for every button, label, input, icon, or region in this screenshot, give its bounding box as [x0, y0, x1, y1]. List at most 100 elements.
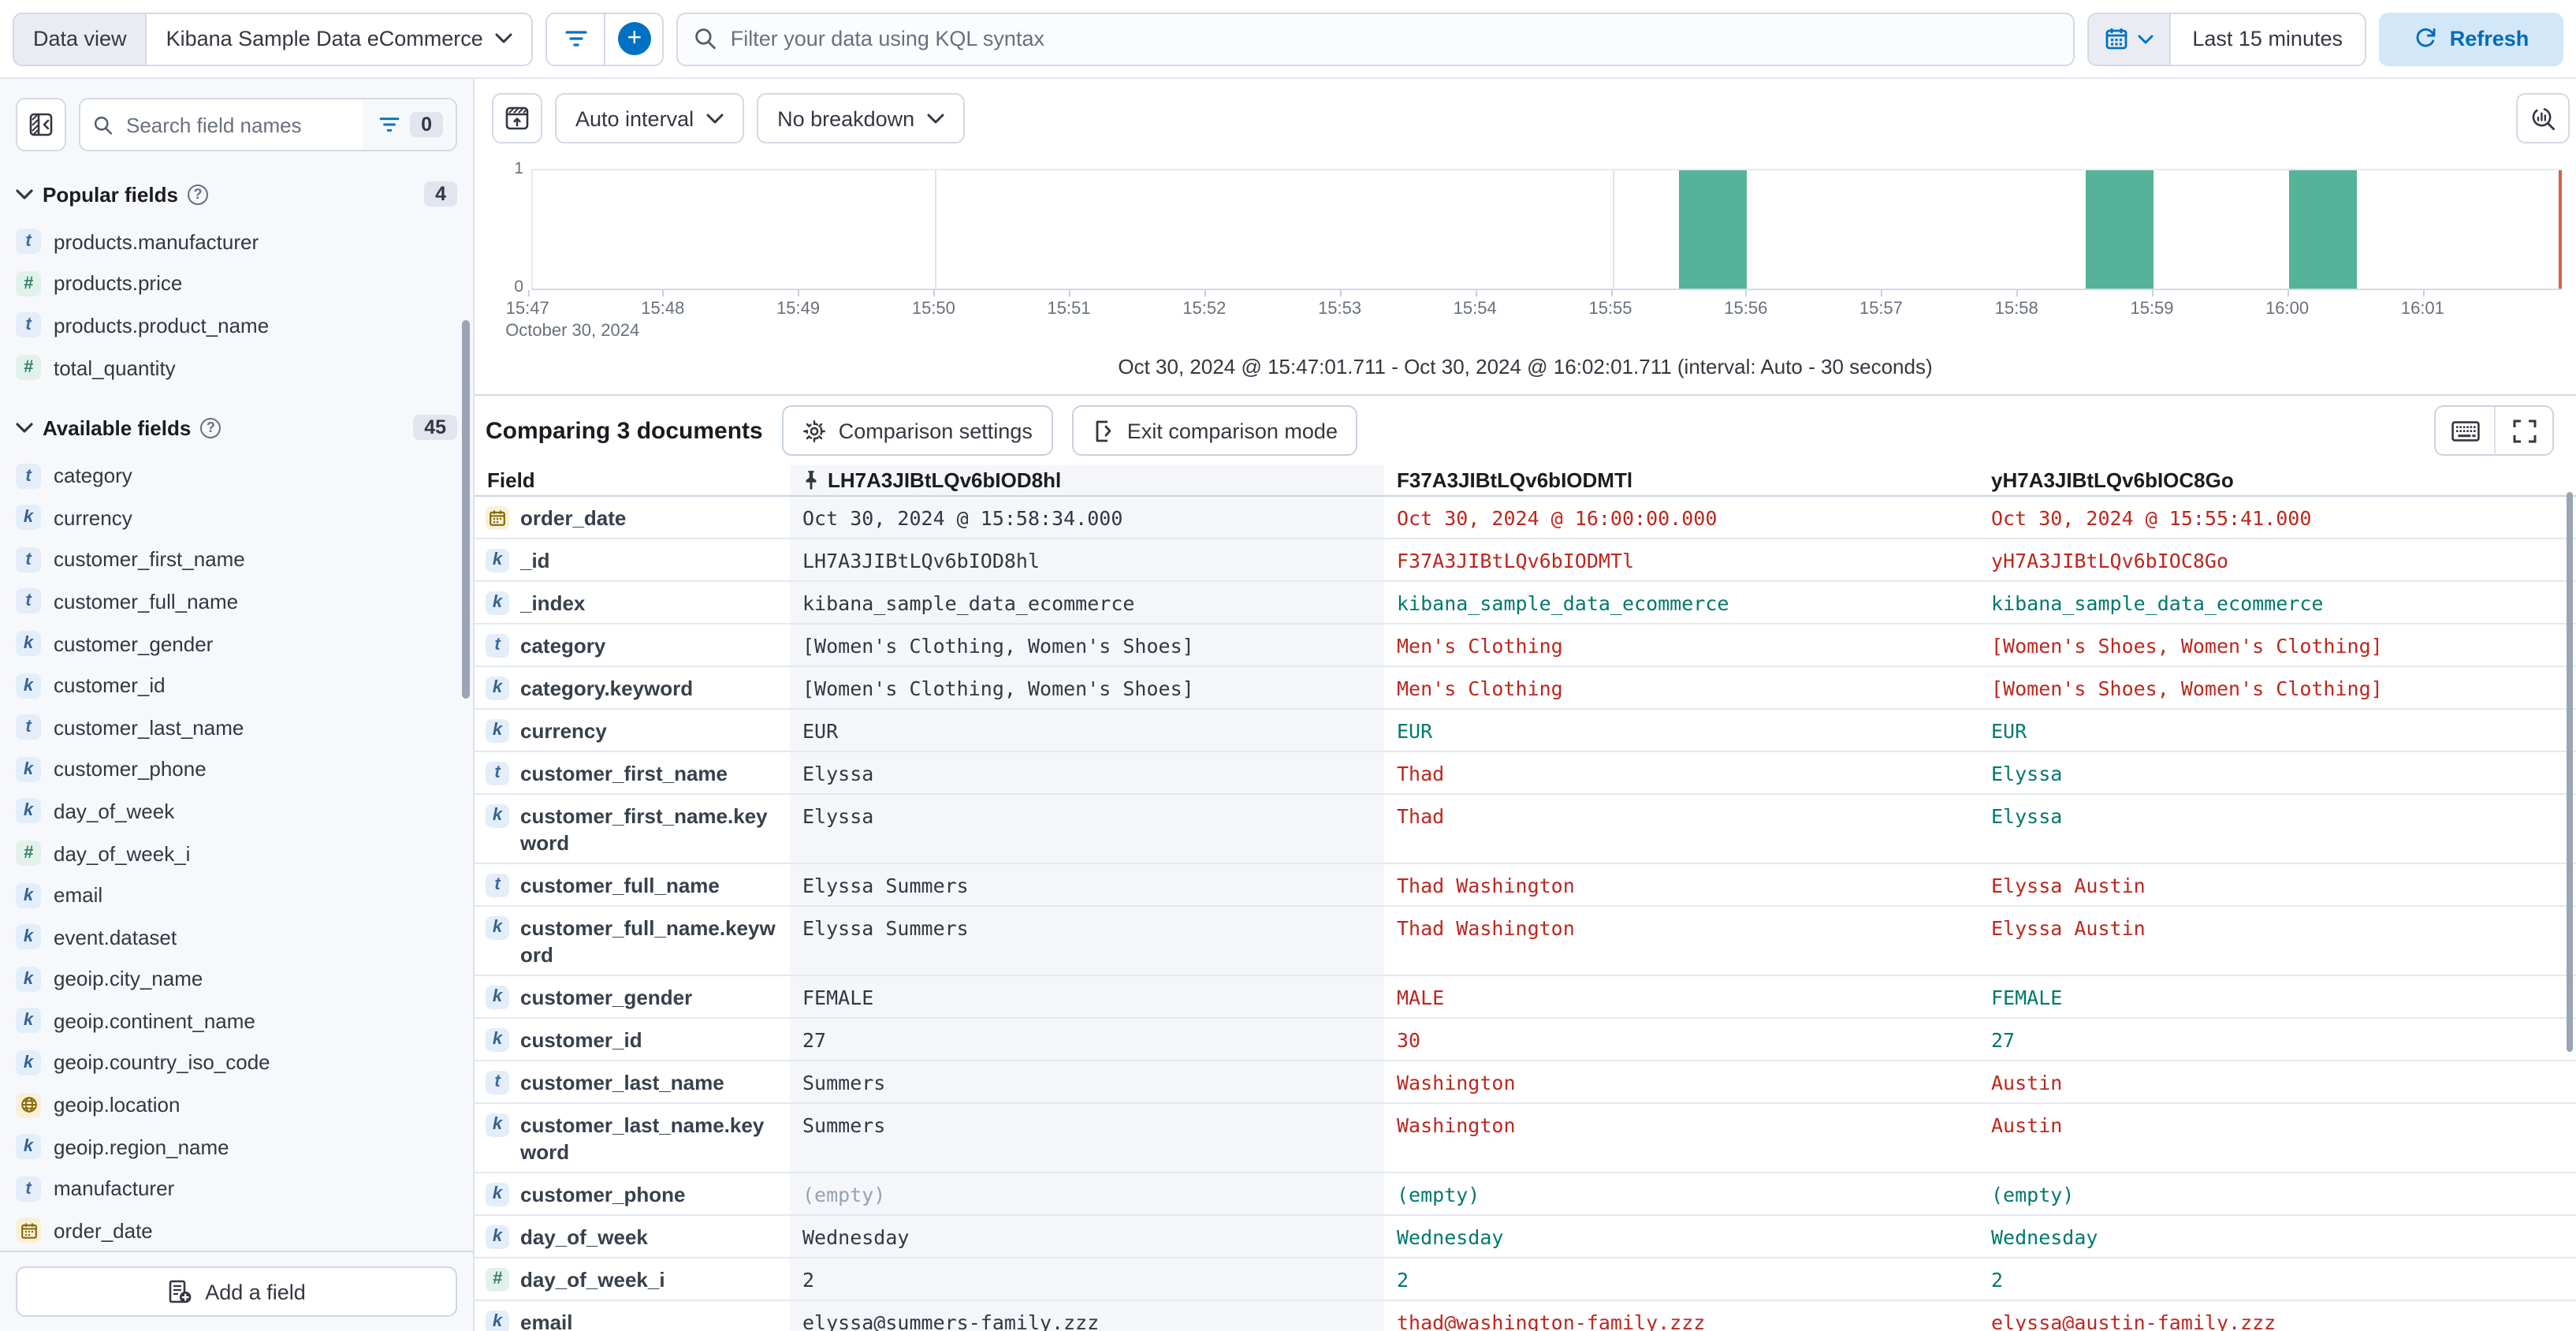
value-cell: Washington: [1397, 1070, 1516, 1094]
table-row[interactable]: k customer_id 27 30 27: [475, 1019, 2576, 1061]
refresh-button[interactable]: Refresh: [2379, 12, 2563, 65]
table-row[interactable]: k _index kibana_sample_data_ecommerce kiban…: [475, 582, 2576, 624]
exit-comparison-button[interactable]: Exit comparison mode: [1071, 405, 1358, 456]
table-row[interactable]: k customer_first_name.keyword Elyssa Thad El…: [475, 795, 2576, 864]
x-axis-tick-label: 16:00: [2265, 300, 2310, 319]
time-range-value[interactable]: Last 15 minutes: [2192, 27, 2343, 50]
x-axis-tick: [662, 290, 664, 296]
field-item[interactable]: k geoip.city_name: [16, 958, 457, 1000]
available-fields-header[interactable]: Available fields ? 45: [16, 408, 457, 449]
value-cell: Elyssa: [1991, 761, 2063, 785]
histogram-bar[interactable]: [2288, 170, 2357, 289]
table-row[interactable]: # day_of_week_i 2 2 2: [475, 1258, 2576, 1301]
histogram-bar[interactable]: [2086, 170, 2153, 289]
collapse-sidebar-button[interactable]: [16, 98, 66, 151]
table-row[interactable]: k currency EUR EUR EUR: [475, 710, 2576, 752]
x-axis-tick: [1881, 290, 1883, 296]
pinned-doc-column-header[interactable]: LH7A3JIBtLQv6bIOD8hl: [790, 465, 1384, 495]
field-search-box[interactable]: 0: [79, 98, 457, 151]
histogram-chart[interactable]: 1 0 15:47 15:48 15:49 15:50 15:51 15:52 15:53 1…: [475, 158, 2576, 341]
field-item-label: customer_id: [54, 673, 166, 698]
field-item[interactable]: t products.manufacturer: [16, 221, 457, 263]
keyword-field-icon: k: [16, 505, 41, 531]
table-row[interactable]: k customer_phone (empty) (empty) (empty): [475, 1173, 2576, 1216]
field-item[interactable]: # day_of_week_i: [16, 832, 457, 874]
data-view-picker[interactable]: Kibana Sample Data eCommerce: [147, 13, 532, 64]
x-axis-tick-label: 15:59: [2130, 300, 2174, 319]
time-picker: Last 15 minutes: [2086, 12, 2366, 65]
field-item[interactable]: k geoip.continent_name: [16, 1000, 457, 1042]
field-item[interactable]: t manufacturer: [16, 1168, 457, 1210]
table-row[interactable]: k customer_full_name.keyword Elyssa Summer…: [475, 907, 2576, 976]
table-row[interactable]: order_date Oct 30, 2024 @ 15:58:34.000 Oct…: [475, 497, 2576, 539]
doc-column-header[interactable]: F37A3JIBtLQv6bIODMTl: [1397, 468, 1633, 492]
table-row[interactable]: k customer_last_name.keyword Summers Washin…: [475, 1104, 2576, 1173]
x-axis-tick-label: 15:47: [505, 300, 549, 319]
value-cell: Elyssa: [790, 795, 1384, 863]
field-search-input[interactable]: [114, 113, 363, 136]
value-cell: 30: [1397, 1027, 1421, 1051]
doc-column-header[interactable]: yH7A3JIBtLQv6bIOC8Go: [1991, 468, 2234, 492]
popular-fields-header[interactable]: Popular fields ? 4: [16, 173, 457, 214]
field-filter-button[interactable]: 0: [363, 99, 456, 150]
table-row[interactable]: k _id LH7A3JIBtLQv6bIOD8hl F37A3JIBtLQv6bIO…: [475, 539, 2576, 582]
field-item[interactable]: t products.product_name: [16, 304, 457, 346]
search-icon: [80, 114, 114, 135]
field-item[interactable]: k customer_gender: [16, 623, 457, 665]
field-item[interactable]: t category: [16, 455, 457, 497]
sidebar-scrollbar[interactable]: [462, 320, 470, 699]
table-scrollbar[interactable]: [2567, 492, 2573, 1052]
edit-visualization-button[interactable]: [2516, 93, 2570, 144]
field-item[interactable]: k customer_id: [16, 665, 457, 707]
time-picker-calendar-button[interactable]: [2088, 13, 2171, 64]
table-row[interactable]: k customer_gender FEMALE MALE FEMALE: [475, 976, 2576, 1019]
breakdown-dropdown[interactable]: No breakdown: [757, 93, 966, 144]
table-row[interactable]: t customer_first_name Elyssa Thad Elyssa: [475, 752, 2576, 795]
field-item[interactable]: geoip.location: [16, 1084, 457, 1126]
field-item[interactable]: # products.price: [16, 263, 457, 304]
field-name: email: [520, 1310, 573, 1331]
field-item[interactable]: k geoip.region_name: [16, 1126, 457, 1168]
interval-dropdown[interactable]: Auto interval: [555, 93, 745, 144]
field-item[interactable]: k currency: [16, 497, 457, 539]
value-cell: (empty): [790, 1173, 1384, 1214]
text-field-icon: t: [486, 1070, 509, 1094]
text-field-icon: t: [16, 312, 41, 338]
field-item[interactable]: k event.dataset: [16, 916, 457, 958]
table-row[interactable]: t category [Women's Clothing, Women's Shoe…: [475, 624, 2576, 667]
field-item[interactable]: k customer_phone: [16, 748, 457, 790]
exit-comparison-label: Exit comparison mode: [1126, 419, 1338, 442]
value-cell: Oct 30, 2024 @ 15:55:41.000: [1991, 505, 2312, 529]
kql-search-bar[interactable]: [676, 12, 2075, 65]
table-row[interactable]: k email elyssa@summers-family.zzz thad@wash…: [475, 1301, 2576, 1331]
table-row[interactable]: t customer_last_name Summers Washington Aust…: [475, 1061, 2576, 1104]
field-item[interactable]: k email: [16, 874, 457, 916]
field-item[interactable]: t customer_last_name: [16, 707, 457, 748]
value-cell: Washington: [1397, 1113, 1516, 1136]
histogram-bar[interactable]: [1679, 170, 1748, 289]
field-name: day_of_week: [520, 1225, 648, 1248]
keyboard-shortcuts-button[interactable]: [2436, 407, 2494, 454]
field-item[interactable]: # total_quantity: [16, 347, 457, 389]
field-item-label: geoip.city_name: [54, 967, 203, 991]
hide-chart-button[interactable]: [492, 93, 542, 144]
filter-button[interactable]: [548, 13, 605, 64]
kql-search-input[interactable]: [730, 27, 2057, 50]
field-item[interactable]: k day_of_week: [16, 790, 457, 832]
field-item[interactable]: k geoip.country_iso_code: [16, 1042, 457, 1083]
field-item[interactable]: t customer_full_name: [16, 580, 457, 622]
add-field-button[interactable]: Add a field: [16, 1266, 457, 1317]
field-item[interactable]: order_date: [16, 1210, 457, 1251]
keyword-field-icon: k: [16, 673, 41, 699]
comparison-settings-button[interactable]: Comparison settings: [781, 405, 1053, 456]
field-item[interactable]: t customer_first_name: [16, 539, 457, 580]
x-axis-tick: [527, 290, 530, 296]
table-row[interactable]: k category.keyword [Women's Clothing, Wome…: [475, 667, 2576, 710]
value-cell: elyssa@summers-family.zzz: [790, 1301, 1384, 1331]
field-name-cell: t category: [475, 624, 790, 666]
fullscreen-button[interactable]: [2494, 407, 2552, 454]
add-filter-button[interactable]: +: [606, 13, 663, 64]
table-row[interactable]: t customer_full_name Elyssa Summers Thad Wa…: [475, 864, 2576, 907]
keyword-field-icon: k: [16, 1008, 41, 1034]
table-row[interactable]: k day_of_week Wednesday Wednesday Wednesday: [475, 1216, 2576, 1258]
